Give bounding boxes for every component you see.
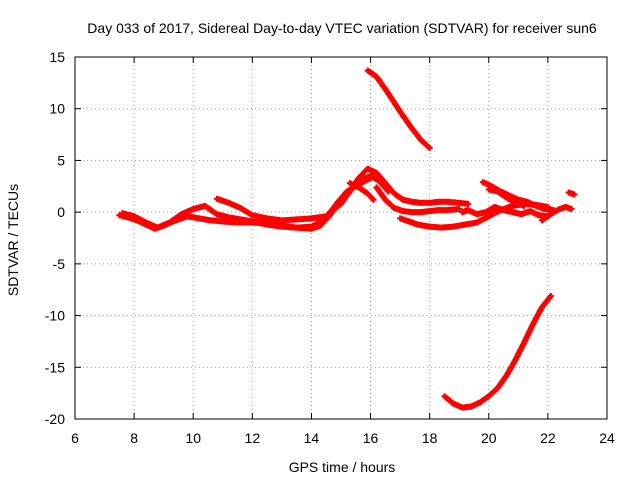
- data-series: [116, 67, 578, 411]
- x-tick-label: 24: [599, 430, 615, 446]
- x-axis-label: GPS time / hours: [289, 459, 396, 475]
- y-tick-label: 15: [49, 49, 65, 65]
- axis-ticks: 6 8 10 12 14 16 18 20 22 24 15 10 5 0 -5 -10 -15 -20: [45, 49, 615, 446]
- x-tick-label: 10: [185, 430, 201, 446]
- y-tick-label: 5: [57, 152, 65, 168]
- series-arc-upper: [213, 165, 472, 224]
- y-tick-label: -20: [45, 411, 65, 427]
- chart-title: Day 033 of 2017, Sidereal Day-to-day VTE…: [87, 20, 597, 36]
- y-tick-label: 10: [49, 101, 65, 117]
- x-tick-label: 16: [363, 430, 379, 446]
- series-trace: [365, 68, 432, 151]
- series-trace: [348, 180, 376, 202]
- y-tick-label: 0: [57, 204, 65, 220]
- x-tick-label: 6: [71, 430, 79, 446]
- series-trace: [374, 185, 461, 216]
- series-trace: [442, 294, 553, 411]
- series-arc-far-right: [538, 203, 575, 224]
- series-trace: [566, 189, 577, 198]
- x-tick-label: 18: [422, 430, 438, 446]
- series-arc-end: [565, 189, 578, 198]
- series-trace: [540, 204, 574, 223]
- series-trace: [460, 204, 550, 220]
- series-arc-main-b: [119, 172, 392, 231]
- x-tick-label: 12: [245, 430, 261, 446]
- y-tick-label: -10: [45, 308, 65, 324]
- plot-frame: [74, 56, 608, 420]
- series-arc-high: [364, 67, 433, 152]
- x-tick-label: 20: [481, 430, 497, 446]
- y-tick-label: -5: [53, 256, 66, 272]
- x-tick-label: 14: [304, 430, 320, 446]
- series-arc-mid: [373, 184, 463, 216]
- x-tick-label: 8: [130, 430, 138, 446]
- x-tick-label: 22: [540, 430, 556, 446]
- series-arc-right-c: [485, 186, 528, 209]
- y-axis-label: SDTVAR / TECUs: [5, 184, 21, 296]
- y-tick-label: -15: [45, 359, 65, 375]
- series-trace: [215, 166, 470, 224]
- series-arc-low: [441, 292, 554, 411]
- series-trace: [487, 186, 526, 209]
- series-arc-short: [346, 180, 377, 203]
- grid-lines: [75, 57, 607, 419]
